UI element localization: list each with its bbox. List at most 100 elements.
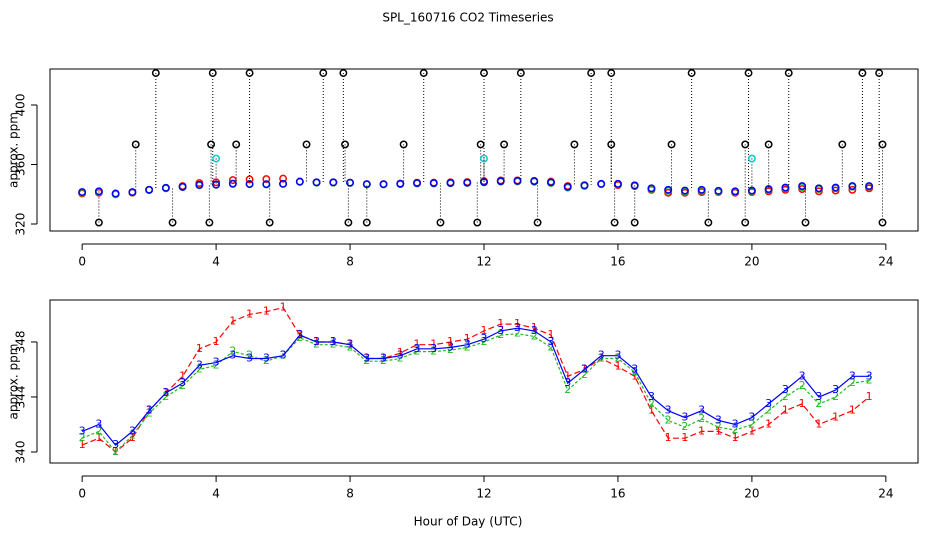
x-tick-label: 8 xyxy=(346,487,354,501)
point xyxy=(513,176,522,185)
point-glyph: 1 xyxy=(414,338,421,351)
point-glyph: 3 xyxy=(782,383,789,396)
y-tick-label: 340 xyxy=(14,441,28,464)
point-glyph: 2 xyxy=(748,417,755,430)
point xyxy=(396,179,405,188)
x-tick-label: 24 xyxy=(878,487,893,501)
y-axis-label: approx. ppm xyxy=(7,344,21,420)
point xyxy=(232,140,241,149)
x-tick-label: 12 xyxy=(476,487,491,501)
point xyxy=(362,218,371,227)
point-glyph: 3 xyxy=(95,417,102,430)
y-tick-label: 320 xyxy=(14,213,28,236)
y-tick-label: 400 xyxy=(14,94,28,117)
point xyxy=(279,174,288,183)
series-line xyxy=(81,306,870,453)
x-axis-label: Hour of Day (UTC) xyxy=(414,515,523,529)
point-glyph: 1 xyxy=(631,369,638,382)
x-tick-label: 16 xyxy=(610,255,625,269)
point xyxy=(128,188,137,196)
y-axis-label: approx. ppm xyxy=(7,112,21,188)
x-tick-label: 8 xyxy=(346,255,354,269)
point-glyph: 3 xyxy=(196,358,203,371)
point xyxy=(614,179,622,188)
point-glyph: 2 xyxy=(296,331,303,344)
point-glyph: 2 xyxy=(497,328,504,341)
point-glyph: 2 xyxy=(765,404,772,417)
point xyxy=(784,69,793,77)
point xyxy=(496,177,505,186)
point-glyph: 1 xyxy=(614,360,621,373)
point xyxy=(831,183,840,192)
point xyxy=(245,180,254,189)
point xyxy=(339,69,348,77)
x-tick-label: 12 xyxy=(476,255,491,269)
point xyxy=(446,179,455,187)
point-glyph: 3 xyxy=(665,404,672,417)
point-glyph: 3 xyxy=(832,383,839,396)
point-glyph: 1 xyxy=(246,307,253,320)
point-glyph: 3 xyxy=(547,335,554,348)
point xyxy=(533,218,542,227)
point-glyph: 2 xyxy=(162,390,169,403)
point xyxy=(178,182,187,191)
point xyxy=(151,69,160,77)
point-glyph: 3 xyxy=(363,351,370,364)
point xyxy=(94,187,103,196)
point xyxy=(865,182,874,191)
point xyxy=(714,186,723,195)
point xyxy=(848,185,857,194)
point xyxy=(476,140,485,149)
point-glyph: 3 xyxy=(732,417,739,430)
point xyxy=(161,183,170,192)
point-glyph: 2 xyxy=(380,354,387,367)
point-glyph: 2 xyxy=(598,351,605,364)
point xyxy=(295,177,304,186)
point xyxy=(262,180,271,189)
point-glyph: 2 xyxy=(866,373,873,386)
point xyxy=(667,140,676,149)
point-glyph: 3 xyxy=(497,324,504,337)
point xyxy=(228,176,237,185)
point-glyph: 1 xyxy=(564,369,571,382)
point-glyph: 2 xyxy=(146,406,153,419)
point-glyph: 3 xyxy=(430,342,437,355)
point-glyph: 1 xyxy=(765,417,772,430)
point-glyph: 1 xyxy=(648,404,655,417)
point xyxy=(814,184,823,193)
point-glyph: 2 xyxy=(229,345,236,358)
point-glyph: 2 xyxy=(263,354,270,367)
point xyxy=(473,218,482,227)
point-glyph: 3 xyxy=(464,338,471,351)
point xyxy=(436,218,445,227)
point-glyph: 2 xyxy=(614,351,621,364)
point xyxy=(563,182,572,191)
point xyxy=(208,69,217,77)
point-glyph: 3 xyxy=(146,404,153,417)
point xyxy=(419,69,428,77)
point-glyph: 1 xyxy=(430,338,437,351)
point xyxy=(245,69,254,77)
point-glyph: 3 xyxy=(112,438,119,451)
point-glyph: 3 xyxy=(229,349,236,362)
point xyxy=(607,69,616,77)
point xyxy=(781,183,790,192)
point-glyph: 3 xyxy=(514,321,521,334)
point xyxy=(168,218,177,227)
point xyxy=(764,185,773,193)
point xyxy=(312,178,321,187)
point-glyph: 2 xyxy=(129,428,136,441)
point xyxy=(607,140,616,149)
point-glyph: 2 xyxy=(531,329,538,342)
point-glyph: 3 xyxy=(397,349,404,362)
point xyxy=(265,218,274,227)
point-glyph: 1 xyxy=(866,390,873,403)
point-glyph: 1 xyxy=(681,431,688,444)
point-glyph: 2 xyxy=(514,327,521,340)
point-glyph: 3 xyxy=(598,349,605,362)
point-glyph: 3 xyxy=(681,411,688,424)
point-glyph: 3 xyxy=(447,340,454,353)
point-glyph: 1 xyxy=(213,335,220,348)
point-glyph: 2 xyxy=(464,340,471,353)
point-glyph: 1 xyxy=(481,324,488,337)
